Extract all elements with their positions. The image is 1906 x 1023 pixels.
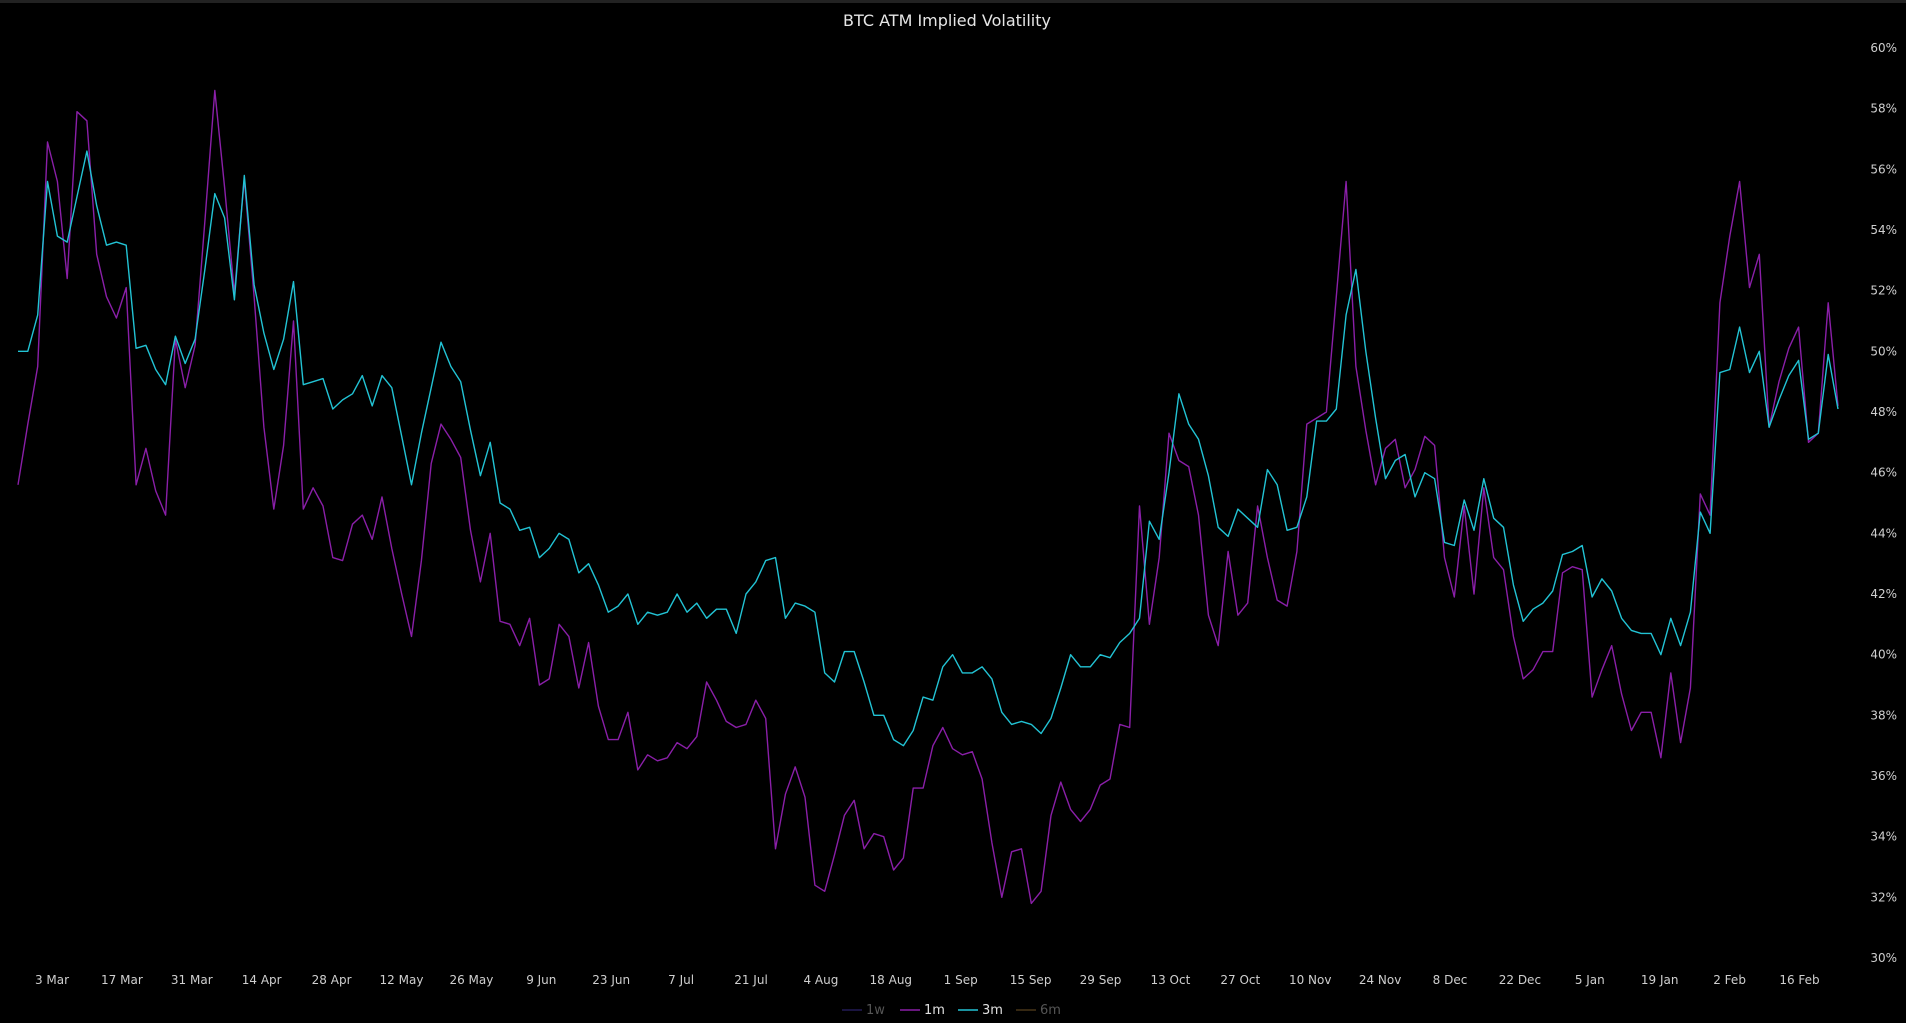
x-tick-label: 29 Sep [1080,973,1122,987]
series-layer [17,89,1839,905]
x-tick-label: 1 Sep [944,973,978,987]
y-tick-label: 36% [1870,769,1897,783]
y-tick-label: 30% [1870,951,1897,965]
y-tick-label: 50% [1870,344,1897,358]
x-tick-label: 18 Aug [870,973,913,987]
y-tick-label: 40% [1870,648,1897,662]
legend-label: 1w [866,1003,885,1018]
x-tick-label: 10 Nov [1289,973,1332,987]
x-tick-label: 28 Apr [312,973,352,987]
y-tick-label: 58% [1870,102,1897,116]
y-tick-label: 56% [1870,162,1897,176]
legend-item-6m[interactable]: 6m [1016,1003,1061,1018]
legend-item-1w[interactable]: 1w [842,1003,885,1018]
x-tick-label: 14 Apr [242,973,282,987]
y-tick-label: 60% [1870,41,1897,55]
x-tick-label: 31 Mar [171,973,213,987]
series-line-3m [18,150,1839,747]
legend-item-1m[interactable]: 1m [900,1003,945,1018]
y-axis: 60% 58% 56% 54% 52% 50% 48% 46% 44% 42% 40% 38% 36% 3… [1870,41,1897,965]
x-tick-label: 24 Nov [1359,973,1402,987]
y-tick-label: 32% [1870,890,1897,904]
x-tick-label: 15 Sep [1010,973,1052,987]
x-tick-label: 19 Jan [1641,973,1679,987]
y-tick-label: 42% [1870,587,1897,601]
series-line-1m [17,89,1839,905]
x-tick-label: 12 May [380,973,424,987]
y-tick-label: 38% [1870,708,1897,722]
chart-title: BTC ATM Implied Volatility [843,11,1051,30]
y-tick-label: 46% [1870,466,1897,480]
x-tick-label: 9 Jun [526,973,556,987]
legend[interactable]: 1w 1m 3m 6m [842,1003,1061,1018]
legend-label: 6m [1040,1003,1061,1018]
x-tick-label: 5 Jan [1575,973,1605,987]
x-axis: 3 Mar 17 Mar 31 Mar 14 Apr 28 Apr 12 May 26 Ma… [35,973,1820,987]
legend-label: 1m [924,1003,945,1018]
x-tick-label: 22 Dec [1499,973,1541,987]
y-tick-label: 44% [1870,526,1897,540]
y-tick-label: 52% [1870,284,1897,298]
x-tick-label: 8 Dec [1433,973,1468,987]
y-tick-label: 54% [1870,223,1897,237]
top-border [0,0,1906,3]
x-tick-label: 13 Oct [1150,973,1190,987]
y-tick-label: 34% [1870,830,1897,844]
x-tick-label: 4 Aug [803,973,838,987]
x-tick-label: 3 Mar [35,973,69,987]
x-tick-label: 23 Jun [592,973,630,987]
legend-item-3m[interactable]: 3m [958,1003,1003,1018]
x-tick-label: 16 Feb [1779,973,1819,987]
y-tick-label: 48% [1870,405,1897,419]
x-tick-label: 27 Oct [1220,973,1260,987]
x-tick-label: 21 Jul [734,973,768,987]
x-tick-label: 7 Jul [668,973,694,987]
x-tick-label: 17 Mar [101,973,143,987]
x-tick-label: 2 Feb [1713,973,1746,987]
legend-label: 3m [982,1003,1003,1018]
x-tick-label: 26 May [449,973,493,987]
